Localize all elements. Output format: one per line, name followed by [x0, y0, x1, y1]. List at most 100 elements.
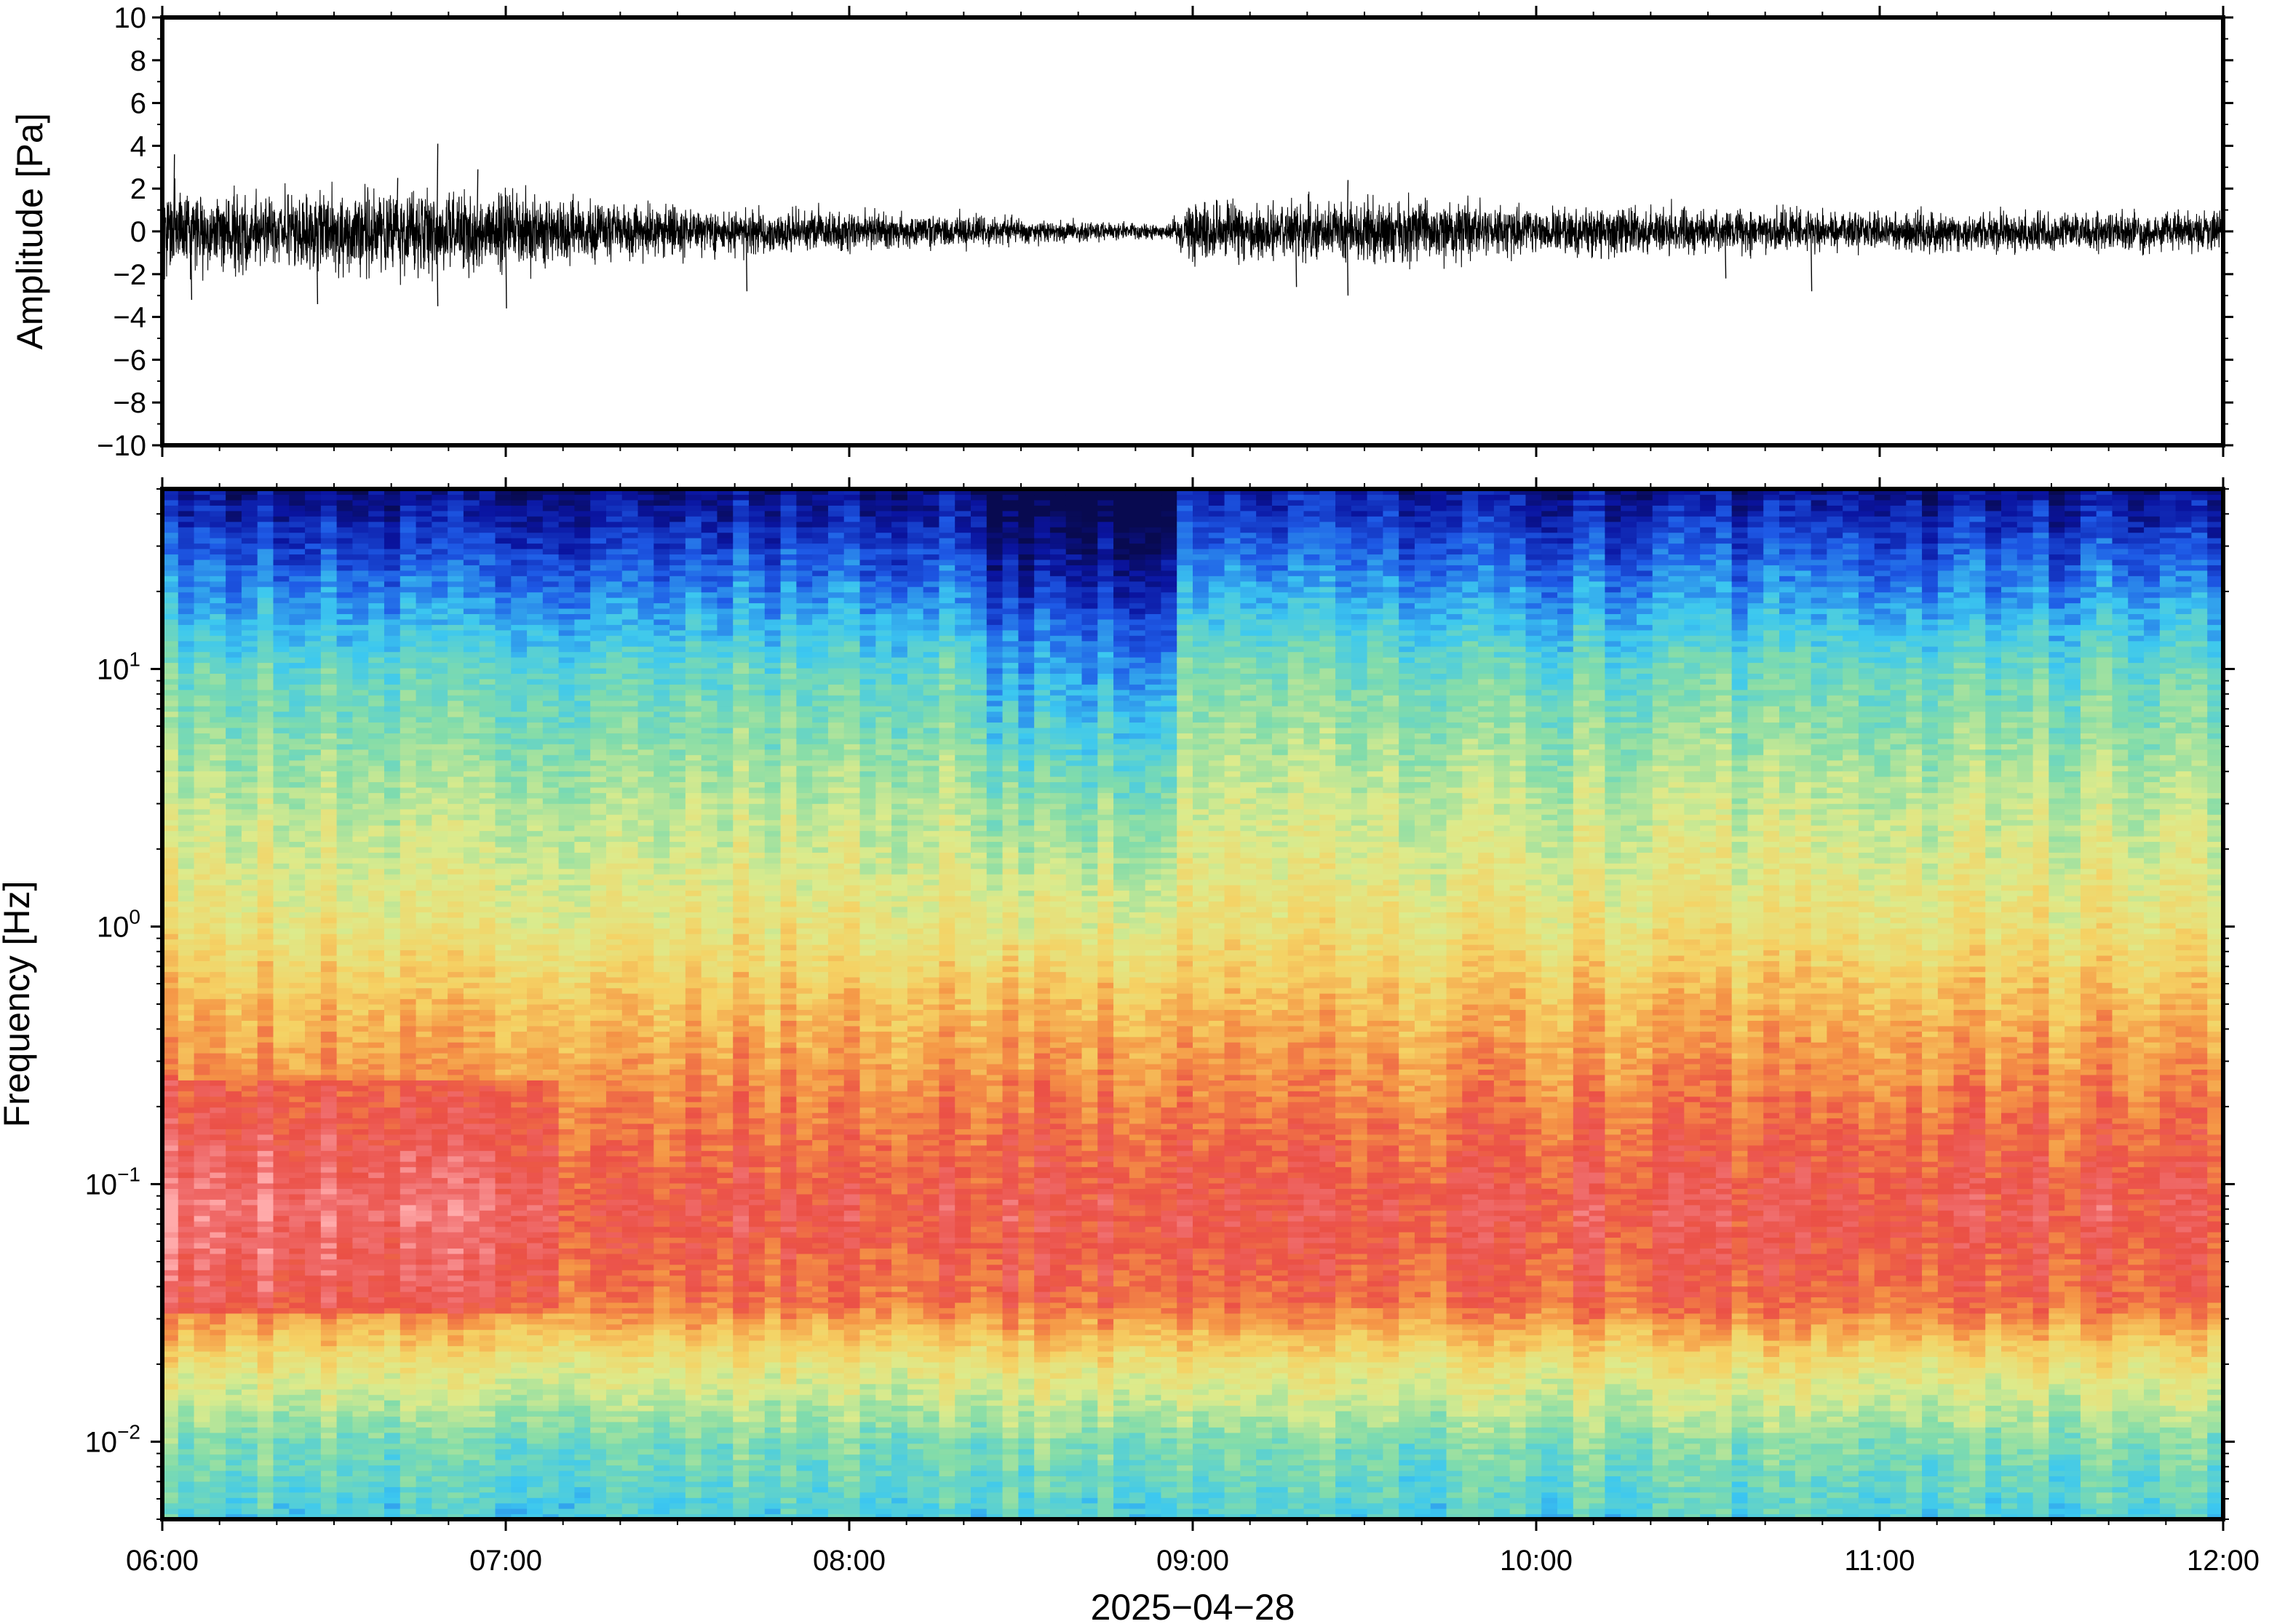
spectrogram-cell	[226, 657, 242, 663]
spectrogram-cell	[194, 1422, 210, 1428]
spectrogram-cell	[368, 1237, 384, 1243]
spectrogram-cell	[258, 836, 274, 842]
spectrogram-cell	[273, 695, 289, 701]
spectrogram-cell	[368, 1199, 384, 1205]
spectrogram-cell	[511, 1194, 527, 1200]
spectrogram-cell	[400, 1313, 416, 1319]
spectrogram-cell	[511, 1091, 527, 1096]
spectrogram-cell	[352, 511, 368, 517]
spectrogram-cell	[511, 918, 527, 923]
spectrogram-cell	[352, 668, 368, 674]
spectrogram-cell	[384, 755, 400, 760]
spectrogram-cell	[495, 1497, 511, 1503]
spectrogram-cell	[480, 1004, 496, 1010]
spectrogram-cell	[495, 1227, 511, 1233]
spectrogram-cell	[273, 1037, 289, 1043]
spectrogram-cell	[384, 912, 400, 918]
spectrogram-cell	[448, 1400, 464, 1406]
spectrogram-cell	[448, 1254, 464, 1259]
spectrogram-cell	[464, 1150, 480, 1156]
spectrogram-cell	[242, 1118, 258, 1124]
spectrogram-cell	[495, 1318, 511, 1324]
spectrogram-cell	[543, 668, 559, 674]
spectrogram-cell	[511, 1275, 527, 1281]
spectrogram-cell	[273, 1259, 289, 1265]
spectrogram-cell	[527, 982, 543, 988]
spectrogram-cell	[448, 836, 464, 842]
spectrogram-cell	[400, 896, 416, 901]
spectrogram-cell	[226, 1177, 242, 1183]
spectrogram-cell	[321, 733, 337, 739]
spectrogram-cell	[400, 798, 416, 804]
spectrogram-cell	[480, 1118, 496, 1124]
spectrogram-cell	[321, 901, 337, 907]
spectrogram-cell	[258, 1313, 274, 1319]
spectrogram-cell	[384, 538, 400, 544]
spectrogram-cell	[559, 1026, 575, 1032]
spectrogram-cell	[464, 1123, 480, 1129]
spectrogram-cell	[226, 505, 242, 511]
spectrogram-cell	[352, 1373, 368, 1379]
spectrogram-cell	[242, 831, 258, 837]
spectrogram-cell	[480, 836, 496, 842]
spectrogram-cell	[432, 544, 448, 549]
spectrogram-cell	[416, 1281, 432, 1286]
spectrogram-cell	[400, 728, 416, 733]
spectrogram-cell	[527, 831, 543, 837]
spectrogram-cell	[448, 635, 464, 641]
spectrogram-cell	[352, 733, 368, 739]
spectrogram-cell	[432, 712, 448, 717]
spectrogram-cell	[464, 912, 480, 918]
spectrogram-cell	[368, 993, 384, 999]
spectrogram-cell	[368, 1254, 384, 1259]
spectrogram-cell	[258, 874, 274, 880]
spectrogram-cell	[448, 1454, 464, 1460]
spectrogram-cell	[384, 1237, 400, 1243]
spectrogram-cell	[258, 668, 274, 674]
spectrogram-cell	[178, 814, 194, 820]
spectrogram-cell	[543, 1497, 559, 1503]
spectrogram-cell	[242, 765, 258, 771]
spectrogram-cell	[511, 1454, 527, 1460]
spectrogram-cell	[511, 1297, 527, 1302]
spectrogram-cell	[495, 1324, 511, 1330]
spectrogram-cell	[559, 1091, 575, 1096]
spectrogram-cell	[543, 1340, 559, 1346]
spectrogram-cell	[464, 494, 480, 500]
spectrogram-cell	[337, 576, 353, 581]
spectrogram-cell	[527, 1188, 543, 1194]
spectrogram-cell	[480, 1129, 496, 1134]
spectrogram-cell	[210, 1367, 226, 1373]
spectrogram-cell	[432, 1031, 448, 1037]
spectrogram-cell	[273, 701, 289, 706]
spectrogram-cell	[384, 1356, 400, 1362]
spectrogram-cell	[194, 1449, 210, 1454]
spectrogram-cell	[511, 586, 527, 592]
spectrogram-cell	[178, 1492, 194, 1498]
spectrogram-cell	[543, 1161, 559, 1167]
spectrogram-cell	[480, 733, 496, 739]
spectrogram-cell	[162, 781, 178, 787]
spectrogram-cell	[289, 820, 305, 826]
spectrogram-cell	[352, 1318, 368, 1324]
spectrogram-cell	[242, 1015, 258, 1021]
spectrogram-cell	[289, 1183, 305, 1189]
spectrogram-cell	[162, 1373, 178, 1379]
spectrogram-cell	[258, 1064, 274, 1070]
spectrogram-cell	[242, 901, 258, 907]
spectrogram-cell	[305, 554, 321, 560]
spectrogram-cell	[178, 858, 194, 864]
spectrogram-cell	[416, 1129, 432, 1134]
spectrogram-cell	[258, 613, 274, 619]
spectrogram-cell	[384, 1389, 400, 1395]
spectrogram-cell	[162, 971, 178, 977]
spectrogram-cell	[352, 1048, 368, 1054]
spectrogram-cell	[273, 1297, 289, 1302]
spectrogram-cell	[368, 1497, 384, 1503]
spectrogram-cell	[162, 1497, 178, 1503]
spectrogram-cell	[273, 836, 289, 842]
spectrogram-cell	[352, 533, 368, 538]
spectrogram-cell	[305, 955, 321, 961]
spectrogram-cell	[368, 1378, 384, 1384]
spectrogram-cell	[273, 1177, 289, 1183]
